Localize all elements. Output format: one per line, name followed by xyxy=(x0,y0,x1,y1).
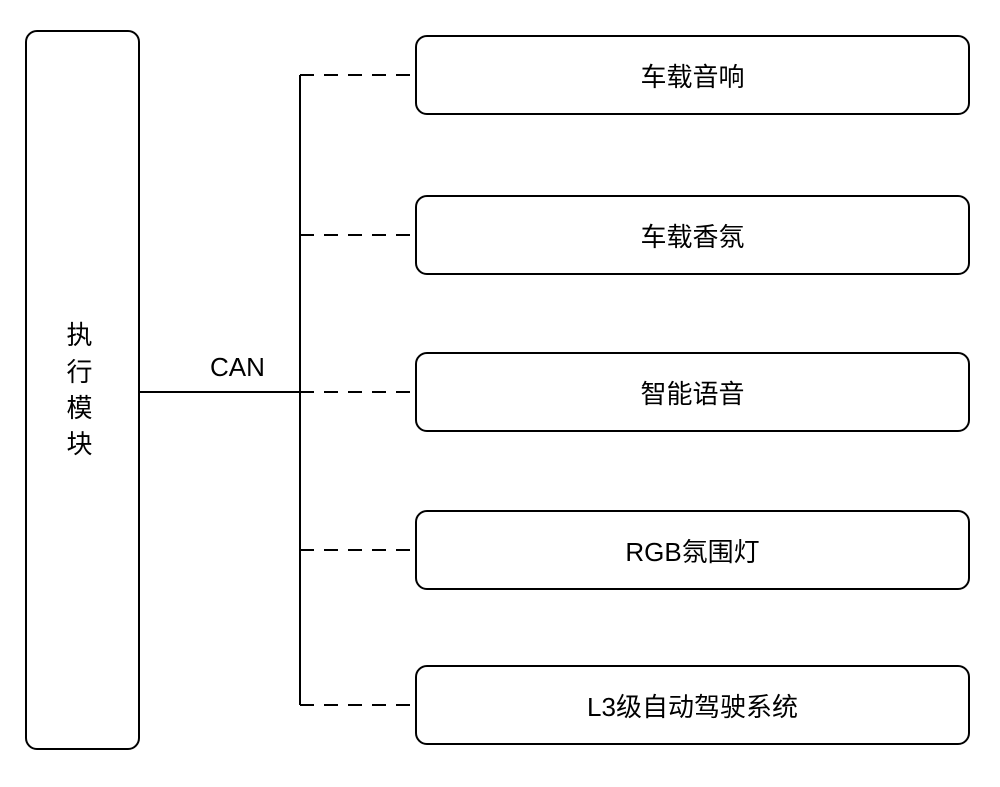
right-box-3-label: RGB氛围灯 xyxy=(625,532,759,569)
right-box-0: 车载音响 xyxy=(415,35,970,115)
right-box-4-label: L3级自动驾驶系统 xyxy=(587,687,798,724)
right-box-3: RGB氛围灯 xyxy=(415,510,970,590)
bus-label: CAN xyxy=(210,352,265,383)
diagram-container: 执行模块 CAN 车载音响 车载香氛 智能语音 RGB氛围灯 L3级自动驾驶系统 xyxy=(0,0,1000,787)
right-box-4: L3级自动驾驶系统 xyxy=(415,665,970,745)
right-box-1: 车载香氛 xyxy=(415,195,970,275)
left-module-label: 执行模块 xyxy=(67,317,99,463)
right-box-0-label: 车载音响 xyxy=(640,57,744,94)
right-box-1-label: 车载香氛 xyxy=(640,217,744,254)
left-module-box: 执行模块 xyxy=(25,30,140,750)
right-box-2: 智能语音 xyxy=(415,352,970,432)
right-box-2-label: 智能语音 xyxy=(640,374,744,411)
